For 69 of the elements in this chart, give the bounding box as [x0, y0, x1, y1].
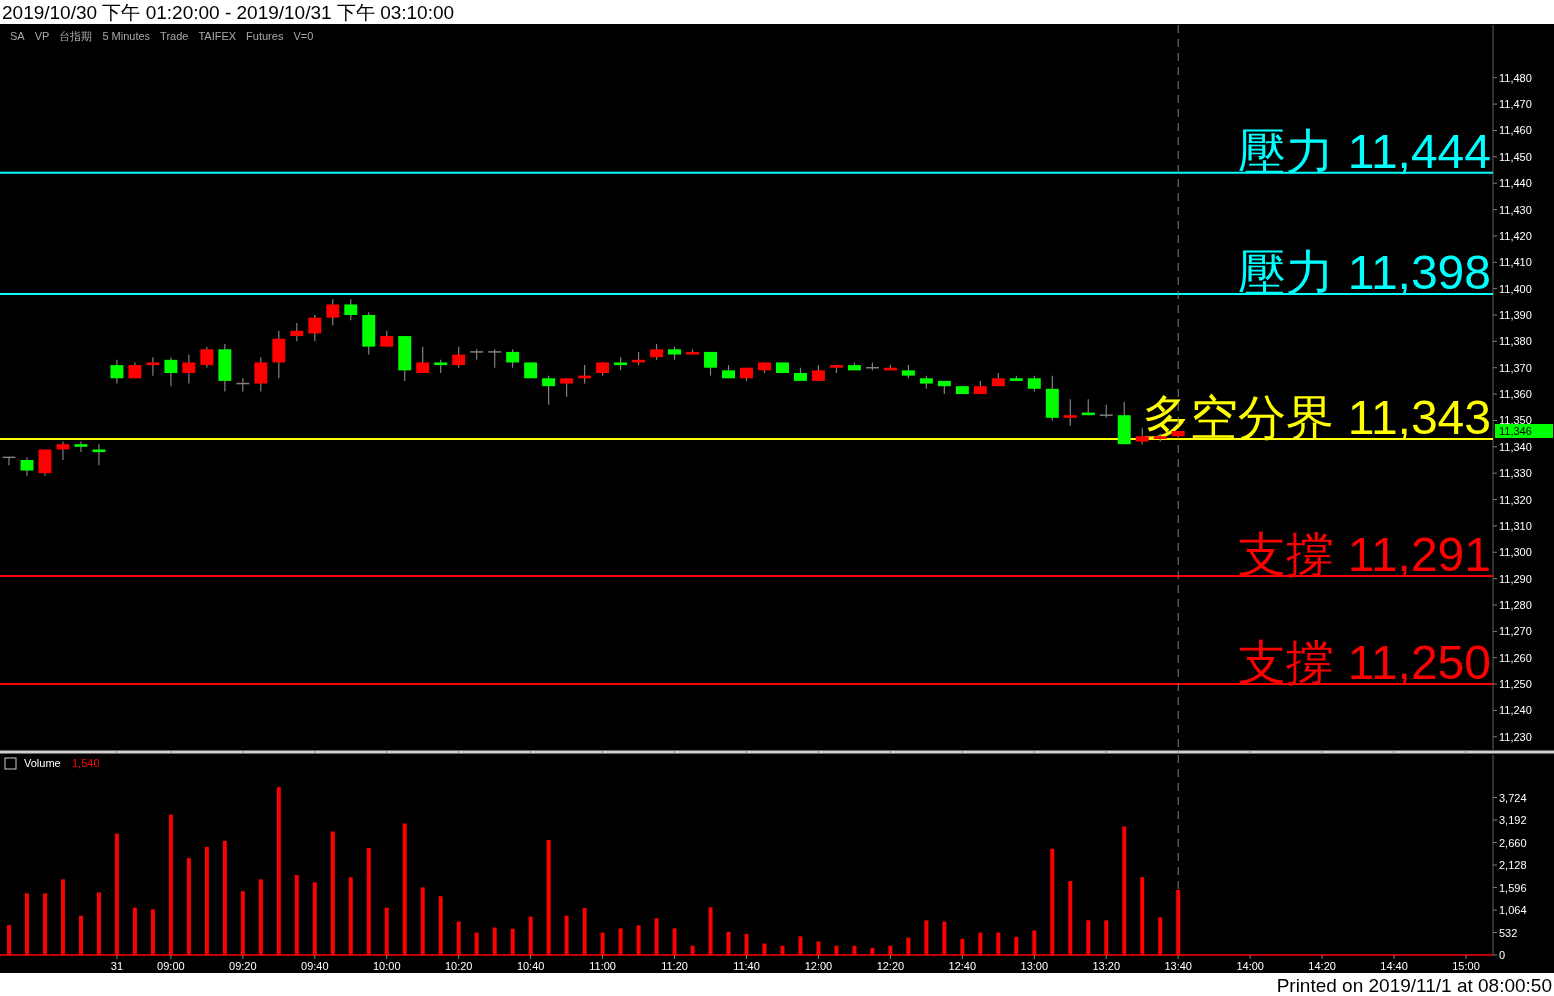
y-tick-label: 11,390 [1499, 309, 1532, 321]
text: 11,346 [1499, 425, 1532, 437]
annotation: Trade [160, 30, 189, 42]
chart-title: Volume [24, 757, 61, 769]
y-tick-label: 11,320 [1499, 493, 1532, 506]
x-tick-label: 09:00 [157, 960, 185, 972]
x-tick-label: 10:40 [516, 960, 545, 972]
x-tick-label: 13:40 [1164, 960, 1192, 972]
x-tick-label: 09:40 [301, 960, 329, 972]
x-tick-label: 13:20 [1092, 960, 1121, 972]
x-tick-label: 09:20 [229, 960, 257, 972]
y-tick-label: 3,192 [1499, 814, 1527, 827]
x-tick-label: 14:20 [1308, 960, 1336, 972]
chart-title: 2019/10/30 下午 01:20:00 - 2019/10/31 下午 03:10:00 [2, 2, 455, 23]
annotation: 5 Minutes [102, 30, 151, 42]
x-tick-label: 13:00 [1020, 960, 1049, 972]
y-tick-label: 11,250 [1499, 678, 1532, 691]
x-tick-label: 14:00 [1236, 960, 1264, 972]
x-tick-label: 12:40 [948, 960, 977, 972]
y-tick-label: 11,240 [1499, 704, 1532, 717]
y-tick-label: 11,470 [1499, 98, 1532, 111]
x-tick-label: 11:00 [589, 960, 616, 972]
y-tick-label: 2,660 [1499, 836, 1527, 849]
y-tick-label: 11,360 [1499, 388, 1532, 401]
x-tick-label: 12:00 [804, 960, 833, 972]
y-tick-label: 11,430 [1499, 203, 1532, 216]
y-tick-label: 11,410 [1499, 256, 1532, 269]
x-tick-label: 14:40 [1380, 960, 1408, 972]
x-tick-label: 10:20 [444, 960, 473, 972]
y-tick-label: 3,724 [1499, 791, 1527, 804]
y-tick-label: 11,450 [1499, 150, 1532, 163]
annotation: SA [10, 30, 26, 42]
y-tick-label: 11,480 [1499, 71, 1532, 84]
y-tick-label: 11,420 [1499, 229, 1532, 242]
x-tick-label: 15:00 [1452, 960, 1480, 972]
annotation: 台指期 [59, 30, 93, 42]
ref-line-label: 支撐 11,250 [1238, 636, 1491, 690]
y-tick-label: 11,460 [1499, 124, 1532, 137]
annotation: Futures [246, 30, 284, 42]
annotation: V=0 [293, 30, 314, 42]
y-tick-label: 11,440 [1499, 177, 1532, 190]
ref-line-label: 支撐 11,291 [1238, 528, 1491, 581]
x-tick-label: 12:20 [876, 960, 905, 972]
y-tick-label: 532 [1499, 926, 1518, 939]
y-tick-label: 1,064 [1499, 904, 1527, 917]
y-tick-label: 11,290 [1499, 572, 1532, 585]
y-tick-label: 11,280 [1499, 599, 1532, 611]
x-tick-label: 31 [110, 960, 124, 972]
y-tick-label: 11,400 [1499, 282, 1532, 295]
y-tick-label: 1,596 [1499, 881, 1527, 894]
y-tick-label: 0 [1499, 949, 1506, 961]
y-tick-label: 11,300 [1499, 546, 1532, 559]
y-tick-label: 11,350 [1499, 414, 1532, 427]
annotation: TAIFEX [198, 30, 237, 42]
x-tick-label: 11:40 [733, 960, 760, 972]
y-tick-label: 11,230 [1499, 730, 1532, 743]
y-tick-label: 2,128 [1499, 859, 1527, 872]
y-tick-label: 11,370 [1499, 361, 1532, 374]
text: Printed on 2019/11/1 at 08:00:50 [1276, 975, 1552, 996]
y-tick-label: 11,380 [1499, 335, 1532, 348]
y-tick-label: 11,310 [1499, 519, 1532, 532]
y-tick-label: 11,260 [1499, 651, 1532, 664]
y-tick-label: 11,270 [1499, 625, 1532, 638]
x-tick-label: 10:00 [372, 960, 401, 972]
y-tick-label: 11,340 [1499, 440, 1532, 453]
y-tick-label: 11,330 [1499, 467, 1532, 480]
x-tick-label: 11:20 [661, 960, 688, 972]
annotation: VP [34, 30, 50, 42]
annotation: 1,540 [72, 757, 100, 769]
